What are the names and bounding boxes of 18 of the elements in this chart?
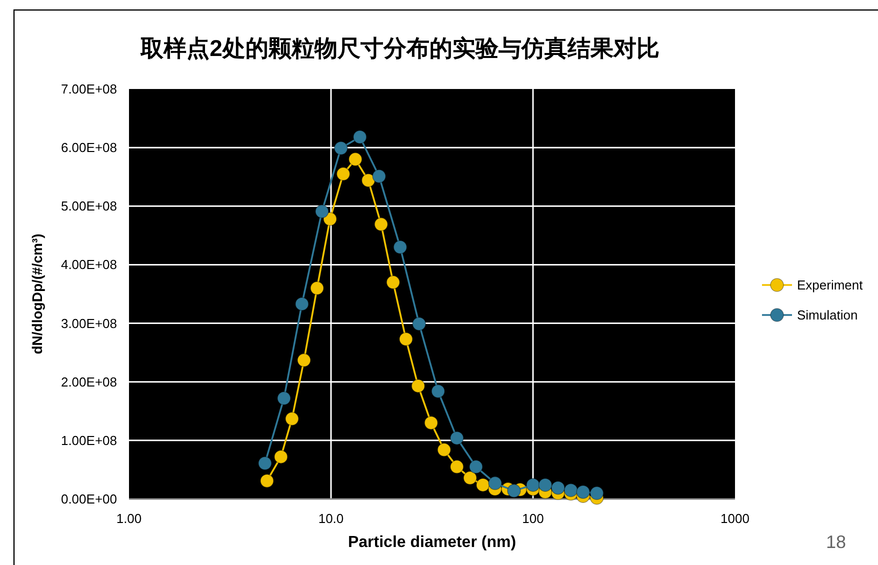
legend-label: Simulation	[797, 308, 858, 322]
y-tick-label: 7.00E+08	[60, 82, 117, 96]
x-tick-label: 1.00	[116, 511, 142, 526]
y-tick-label: 4.00E+08	[60, 257, 117, 272]
y-tick-label: 0.00E+00	[60, 492, 117, 506]
y-tick-label: 2.00E+08	[60, 374, 117, 390]
chart-title: 取样点2处的颗粒物尺寸分布的实验与仿真结果对比	[140, 35, 660, 61]
x-tick-label: 1000	[720, 511, 750, 526]
x-tick-label: 10.0	[318, 511, 344, 526]
text: 18	[826, 532, 846, 552]
y-tick-label: 3.00E+08	[60, 316, 117, 331]
y-tick-label: 1.00E+08	[60, 432, 117, 448]
x-axis-title: Particle diameter (nm)	[348, 534, 516, 551]
legend-label: Experiment	[797, 278, 864, 292]
y-tick-label: 5.00E+08	[60, 198, 117, 214]
y-tick-label: 6.00E+08	[60, 140, 117, 156]
y-axis-title: dN/dlogDp/(#/cm³)	[29, 234, 45, 354]
x-tick-label: 100	[522, 511, 544, 526]
